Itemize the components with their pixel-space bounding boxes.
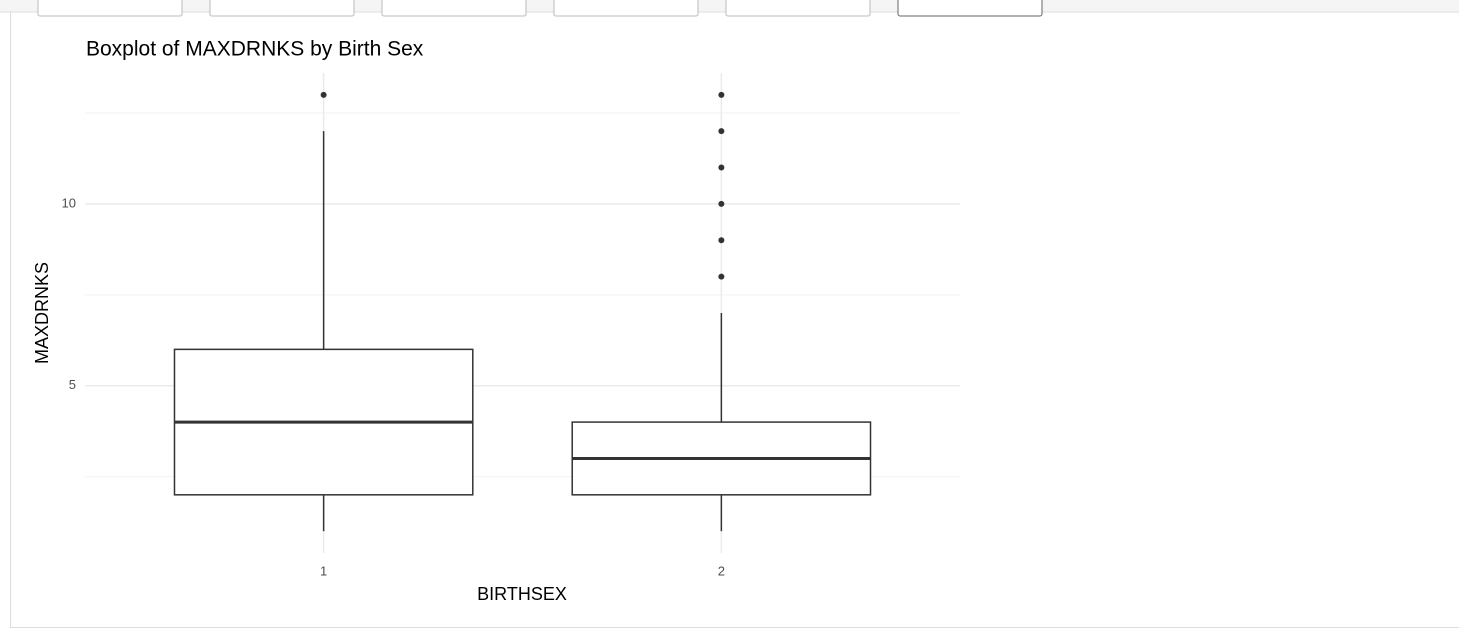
plot: 5 10 1 2 <box>62 73 960 578</box>
button[interactable] <box>897 0 1043 17</box>
outlier <box>718 273 725 280</box>
button[interactable] <box>553 0 699 17</box>
x-axis-label: BIRTHSEX <box>477 584 567 604</box>
outlier <box>718 128 725 135</box>
x-tick-label: 1 <box>320 563 327 578</box>
outlier <box>718 164 725 171</box>
button[interactable] <box>37 0 183 17</box>
button[interactable] <box>725 0 871 17</box>
outlier <box>320 91 327 98</box>
button[interactable] <box>209 0 355 17</box>
outlier <box>718 200 725 207</box>
y-tick-label: 5 <box>69 377 76 392</box>
y-tick-label: 10 <box>62 195 76 210</box>
toolbar <box>37 0 1043 17</box>
button[interactable] <box>381 0 527 17</box>
chart-title: Boxplot of MAXDRNKS by Birth Sex <box>86 38 424 61</box>
outlier <box>718 91 725 98</box>
y-axis-label: MAXDRNKS <box>32 262 52 364</box>
x-tick-label: 2 <box>718 563 725 578</box>
outlier <box>718 237 725 244</box>
